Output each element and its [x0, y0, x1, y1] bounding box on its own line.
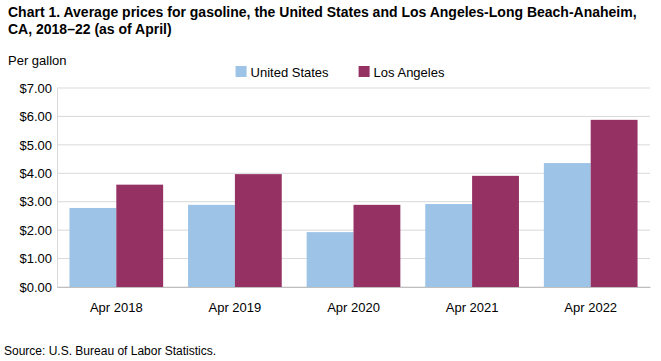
x-axis-line [58, 287, 651, 288]
legend-item: United States [236, 65, 330, 80]
y-tick-label: $1.00 [19, 251, 52, 266]
x-tick-label: Apr 2018 [90, 300, 143, 315]
title-line: CA, 2018–22 (as of April) [8, 21, 172, 37]
legend: United States Los Angeles [236, 65, 445, 80]
bars [69, 120, 637, 287]
x-tick: Apr 2018 [90, 287, 143, 315]
x-tick-label: Apr 2020 [327, 300, 380, 315]
y-tick-label: $7.00 [19, 81, 52, 96]
bar [235, 174, 282, 287]
legend-label: United States [251, 65, 330, 80]
bar [69, 208, 116, 287]
y-tick: $3.00 [19, 194, 57, 209]
legend-swatch [359, 66, 370, 77]
y-tick: $5.00 [19, 138, 57, 153]
y-tick-label: $3.00 [19, 194, 52, 209]
x-axis: Apr 2018 Apr 2019 Apr 2020 Apr 2021 Apr 2022 [58, 287, 651, 315]
bar [188, 205, 235, 287]
grid-line [57, 144, 650, 145]
source: Source: U.S. Bureau of Labor Statistics. [4, 344, 216, 358]
x-tick-label: Apr 2022 [564, 300, 617, 315]
x-tick: Apr 2020 [327, 287, 380, 315]
y-tick: $1.00 [19, 251, 57, 266]
y-axis-line [57, 89, 58, 288]
y-axis: $0.00 $1.00 $2.00 $3.00 $4.00 $5.00 $6.00 $7.00 [19, 81, 57, 295]
bar [116, 185, 163, 287]
grid-line [57, 116, 650, 117]
y-tick-label: $5.00 [19, 138, 52, 153]
y-tick: $2.00 [19, 223, 57, 238]
bar [544, 163, 591, 287]
chart: Chart 1. Average prices for gasoline, th… [0, 0, 661, 361]
y-tick: $6.00 [19, 109, 57, 124]
x-tick-label: Apr 2019 [209, 300, 262, 315]
bar [591, 120, 638, 287]
legend-label: Los Angeles [374, 65, 445, 80]
grid [57, 88, 650, 287]
bar [354, 205, 401, 287]
legend-swatch [236, 66, 247, 77]
x-tick: Apr 2022 [564, 287, 617, 315]
bar [307, 232, 354, 287]
title: Chart 1. Average prices for gasoline, th… [8, 4, 640, 37]
bar-series [69, 163, 590, 287]
title-line: Chart 1. Average prices for gasoline, th… [8, 4, 640, 20]
y-tick-label: $0.00 [19, 280, 52, 295]
y-tick: $0.00 [19, 280, 57, 295]
y-tick: $4.00 [19, 166, 57, 181]
bar [472, 176, 519, 287]
y-axis-title: Per gallon [8, 53, 67, 68]
grid-line [57, 88, 650, 89]
x-tick-label: Apr 2021 [446, 300, 499, 315]
x-tick: Apr 2021 [446, 287, 499, 315]
y-tick-label: $2.00 [19, 223, 52, 238]
bar [425, 204, 472, 287]
y-tick-label: $4.00 [19, 166, 52, 181]
bar-series [116, 120, 637, 287]
x-tick: Apr 2019 [209, 287, 262, 315]
y-tick-label: $6.00 [19, 109, 52, 124]
y-tick: $7.00 [19, 81, 57, 96]
legend-item: Los Angeles [359, 65, 445, 80]
